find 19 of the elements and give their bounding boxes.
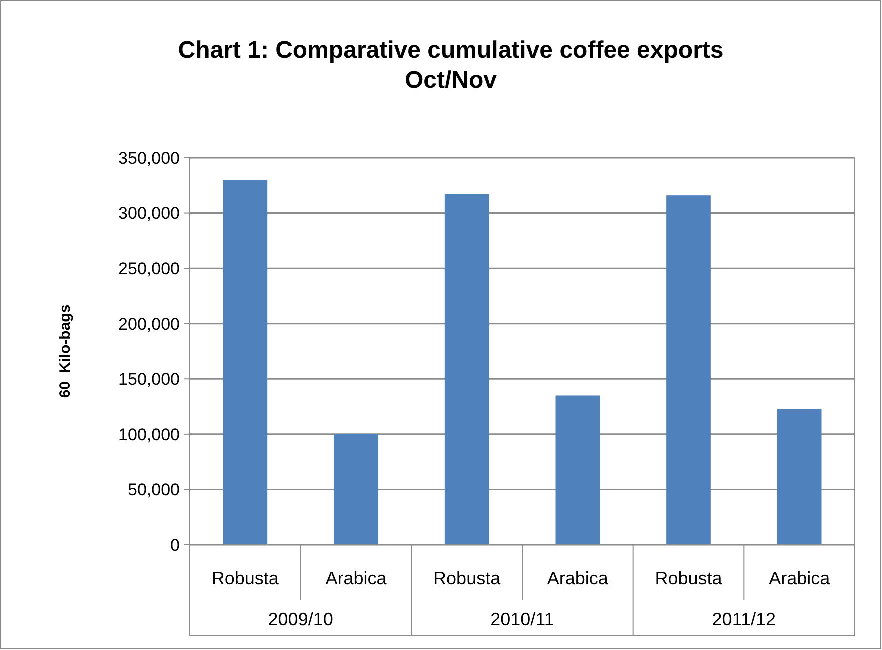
y-tick-label: 50,000 [128,480,180,500]
y-tick-label: 200,000 [118,314,180,334]
y-tick-label: 100,000 [118,425,180,444]
y-tick-label: 150,000 [118,370,180,390]
x-tick-label: Robusta [212,568,280,588]
text: 2010/11 [490,609,554,630]
text: 2009/10 [268,609,334,630]
x-tick-label: Robusta [434,568,502,588]
x-tick-label: Arabica [326,568,388,588]
x-tick-label: Arabica [769,568,832,588]
y-tick-label: 350,000 [118,148,180,168]
x-tick-label: Arabica [547,568,610,588]
x-tick-label: Robusta [655,568,724,588]
y-tick-label: 0 [170,536,180,555]
text: 2011/12 [712,609,776,630]
chart-title: Chart 1: Comparative cumulative coffee exports Oct/Nov [178,37,724,94]
y-axis-title: 60 Kilo-bags [57,304,74,398]
y-tick-label: 300,000 [118,204,180,224]
y-tick-label: 250,000 [118,260,180,279]
